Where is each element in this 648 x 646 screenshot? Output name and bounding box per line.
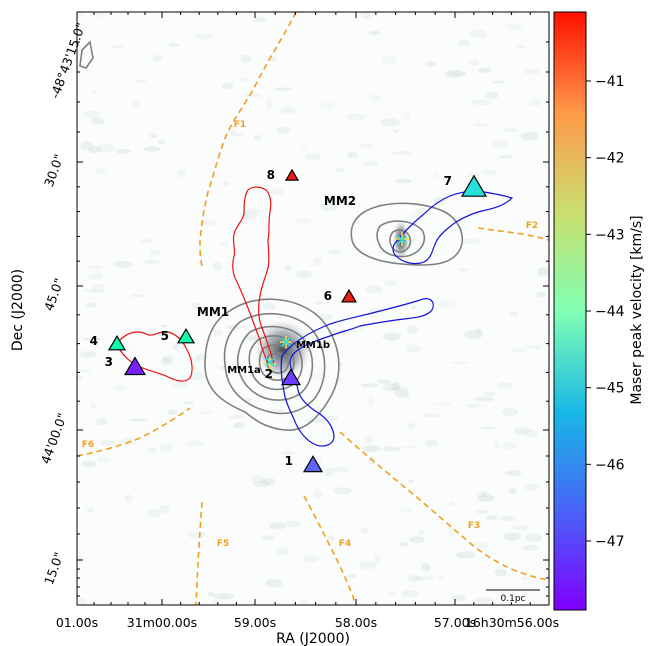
maser-marker-2: [280, 368, 302, 386]
maser-marker-8: [284, 168, 300, 181]
colorbar-label: Maser peak velocity [km/s]: [629, 215, 645, 404]
contour-small: [79, 40, 94, 69]
maser-label-6: 6: [324, 289, 332, 303]
filament-label-f3: F3: [468, 521, 480, 531]
blue-outflow-upper: [392, 190, 514, 265]
y-tick-label: 45.0": [41, 276, 67, 313]
maser-marker-7: [460, 174, 488, 197]
filament-label-f4: F4: [339, 539, 351, 549]
y-tick-label: 30.0": [41, 152, 67, 189]
maser-marker-4: [107, 335, 127, 351]
y-tick-label: 15.0": [41, 550, 67, 587]
x-tick-label: 01.00s: [56, 615, 98, 630]
maser-label-2: 2: [265, 367, 273, 381]
maser-marker-6: [340, 288, 358, 303]
maser-label-5: 5: [161, 329, 169, 343]
y-tick-label: 44'00.0": [38, 411, 70, 466]
colorbar-tick-label: −43: [595, 227, 625, 243]
contours-mm2: [350, 202, 464, 266]
maser-label-8: 8: [267, 168, 275, 182]
maser-marker-3: [123, 356, 147, 376]
maser-label-4: 4: [90, 334, 98, 348]
colorbar-tick-label: −41: [595, 74, 625, 90]
x-tick-label: 16h30m56.00s: [465, 615, 559, 630]
red-outflow-contour: [232, 186, 275, 365]
core-emission-mm1: [255, 320, 311, 380]
blue-outflow-contour: [280, 298, 434, 447]
filament-label-f6: F6: [82, 440, 94, 450]
maser-label-1: 1: [285, 454, 293, 468]
x-axis-title: RA (J2000): [276, 631, 350, 646]
maser-marker-5: [176, 328, 196, 344]
scale-bar-label: 0.1pc: [501, 594, 526, 604]
core-label-mm1: MM1: [197, 305, 229, 319]
colorbar-ticks: −41 −42 −43 −44 −45 −46 −47: [586, 74, 625, 550]
maser-marker-1: [302, 455, 324, 473]
contours-mm1: [204, 298, 340, 431]
y-axis-title: Dec (J2000): [10, 269, 26, 351]
plot-area: [77, 12, 549, 605]
colorbar-tick-label: −44: [595, 304, 625, 320]
red-outflow-left: [117, 331, 193, 382]
x-tick-label: 58.00s: [335, 615, 377, 630]
plot-frame: [76, 11, 550, 606]
colorbar-tick-label: −47: [595, 534, 625, 550]
core-label-mm1a: MM1a: [227, 365, 261, 376]
background-noise: [77, 12, 549, 605]
x-tick-label: 59.00s: [234, 615, 276, 630]
colorbar-tick-label: −45: [595, 381, 625, 397]
colorbar-tick-label: −42: [595, 151, 625, 167]
maser-label-7: 7: [444, 174, 452, 188]
core-label-mm1b: MM1b: [296, 340, 330, 351]
filament-lines: [77, 12, 549, 605]
colorbar-tick-label: −46: [595, 457, 625, 473]
filament-label-f1: F1: [234, 120, 246, 130]
core-label-mm2: MM2: [324, 194, 356, 208]
axis-ticks: [76, 11, 549, 605]
x-tick-label: 31m00.00s: [127, 615, 197, 630]
maser-spots: [265, 235, 407, 367]
maser-label-3: 3: [105, 355, 113, 369]
x-tick-label: 57.00s: [434, 615, 476, 630]
colorbar: [553, 11, 587, 611]
filament-label-f5: F5: [217, 539, 229, 549]
filament-label-f2: F2: [526, 221, 538, 231]
maser-triangles: 1 2 34 5 6 7 8: [90, 168, 488, 473]
